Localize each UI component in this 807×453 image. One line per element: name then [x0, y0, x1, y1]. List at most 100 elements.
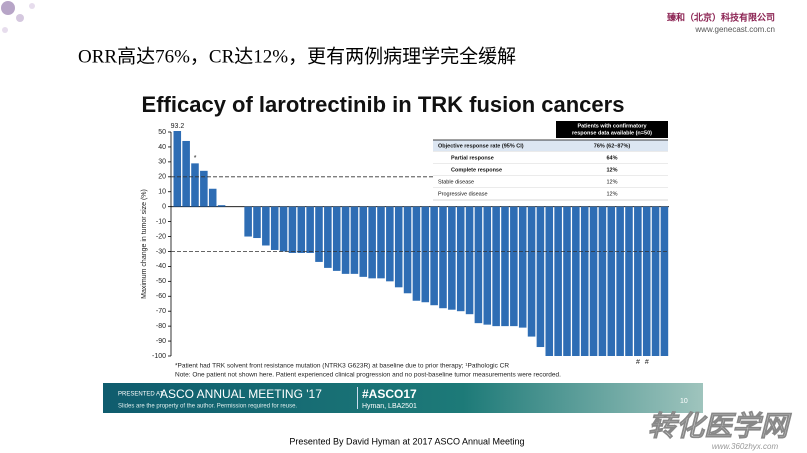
rights: Slides are the property of the author. P…	[118, 404, 297, 410]
watermark: 转化医学网	[648, 410, 792, 441]
website: www.genecast.com.cn	[694, 25, 775, 34]
bar	[217, 205, 226, 207]
table-cell: Stable disease	[438, 179, 474, 185]
y-tick-label: -80	[156, 323, 166, 330]
table-cell: 76% (62–87%)	[594, 143, 631, 149]
bar	[448, 206, 456, 310]
bar	[527, 206, 536, 337]
bar	[651, 206, 660, 356]
bar	[377, 206, 385, 279]
bar	[634, 206, 642, 356]
table-cell: 12%	[606, 179, 617, 185]
table-row-bg	[433, 151, 668, 152]
bar	[545, 206, 554, 356]
bar	[572, 206, 580, 356]
bar	[616, 206, 624, 356]
y-tick-label: 30	[158, 159, 166, 166]
table-cell: Progressive disease	[438, 191, 488, 197]
bar	[182, 140, 190, 207]
bar	[297, 206, 306, 253]
table-header: Patients with confirmatory	[577, 123, 647, 129]
table-row-bg	[433, 152, 668, 163]
y-tick-label: -60	[156, 293, 166, 300]
y-tick-label: 40	[158, 144, 166, 151]
bar	[510, 206, 518, 327]
credit: Presented By David Hyman at 2017 ASCO An…	[289, 436, 524, 446]
bar	[270, 206, 279, 250]
bar	[315, 206, 323, 262]
chart-title: Efficacy of larotrectinib in TRK fusion …	[142, 92, 625, 117]
bar	[386, 206, 394, 282]
bar	[660, 206, 669, 356]
y-tick-label: -20	[156, 233, 166, 240]
watermark-url: www.360zhyx.com	[712, 442, 779, 451]
decoration	[1, 1, 35, 33]
presented-at: PRESENTED AT:	[118, 392, 165, 398]
y-tick-label: -10	[156, 218, 166, 225]
bar	[359, 206, 368, 277]
bar	[279, 206, 288, 252]
bar	[554, 206, 562, 356]
y-tick-label: -40	[156, 263, 166, 270]
page-number: 10	[680, 398, 688, 405]
table-row-bg	[433, 176, 668, 187]
y-axis-label: Maximum change in tumor size (%)	[141, 189, 148, 299]
hashtag: #ASCO17	[362, 387, 417, 401]
bar	[262, 206, 270, 246]
value-label: 93.2	[171, 123, 185, 130]
company: 臻和（北京）科技有限公司	[667, 11, 775, 22]
table-row-bg	[433, 164, 668, 175]
y-tick-label: -70	[156, 308, 166, 315]
table-cell: Partial response	[451, 155, 494, 161]
bar	[306, 206, 314, 253]
marker: *	[194, 155, 197, 162]
bar	[483, 206, 492, 325]
bar	[589, 206, 598, 356]
bar	[474, 206, 483, 324]
table-cell: 12%	[606, 191, 617, 197]
bar	[598, 206, 607, 356]
y-tick-label: -50	[156, 278, 166, 285]
y-tick-label: -90	[156, 338, 166, 345]
bar	[430, 206, 438, 306]
bar	[173, 131, 182, 207]
bar	[208, 188, 217, 207]
bar	[253, 206, 261, 239]
meeting: ASCO ANNUAL MEETING '17	[160, 387, 322, 401]
marker: #	[636, 359, 640, 366]
table-header-bg	[556, 121, 668, 138]
headline: ORR高达76%，CR达12%，更有两例病理学完全缓解	[78, 45, 516, 67]
bar	[536, 206, 545, 348]
footer-banner: PRESENTED AT: ASCO ANNUAL MEETING '17 Sl…	[103, 383, 703, 413]
bar	[288, 206, 297, 253]
y-tick-label: -30	[156, 248, 166, 255]
y-tick-label: 10	[158, 189, 166, 196]
bar	[642, 206, 651, 356]
bar	[492, 206, 500, 327]
bar	[368, 206, 376, 279]
bar	[394, 206, 403, 288]
bar	[244, 206, 252, 237]
y-tick-label: -100	[152, 353, 166, 360]
bar	[403, 206, 412, 294]
bar	[563, 206, 571, 356]
bar	[350, 206, 359, 274]
bar	[501, 206, 509, 327]
bar	[332, 206, 341, 271]
bar	[191, 163, 199, 207]
table-row-bg	[433, 188, 668, 199]
bars	[173, 131, 669, 356]
bar	[625, 206, 633, 356]
plot: 50 40 30 20 10 0 -10 -20 -30 -40 -50 -60 -70 -80 -90 -1…	[152, 123, 669, 366]
bar	[439, 206, 447, 309]
bar	[465, 206, 474, 315]
y-tick-label: 20	[158, 174, 166, 181]
bar	[421, 206, 430, 303]
table-cell: 12%	[606, 167, 617, 173]
footnote: *Patient had TRK solvent front resistanc…	[175, 363, 509, 370]
table-cell: Objective response rate (95% CI)	[438, 143, 524, 149]
bar	[607, 206, 616, 356]
bar	[341, 206, 350, 274]
